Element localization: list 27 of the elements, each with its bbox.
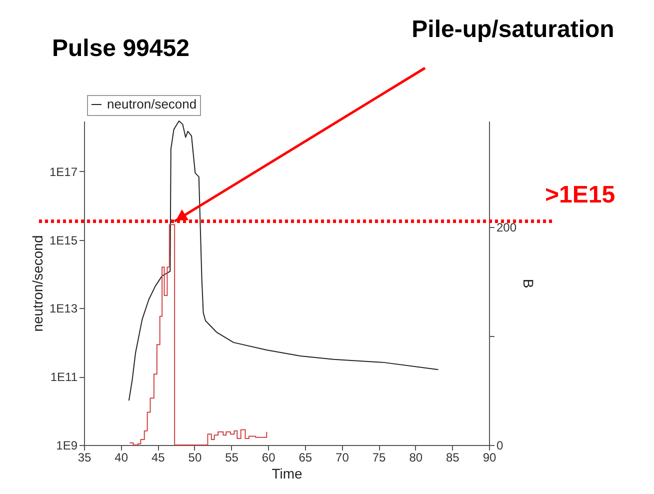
x-tick-label: 55 [225,450,239,464]
x-tick-label: 60 [262,450,276,464]
x-tick-label: 70 [336,450,350,464]
line-series [128,120,439,402]
x-tick-label: 50 [188,450,202,464]
y2-tick-label: 200 [496,220,517,234]
y-tick-label: 1E15 [49,233,78,248]
chart-title: Pulse 99452 [52,35,190,62]
annotation: Pile-up/saturation [412,16,614,43]
y-tick-label: 1E11 [50,370,78,384]
x-tick-label: 75 [372,450,386,464]
x-tick-label: 65 [298,450,312,464]
y-tick-label: 1E9 [56,438,78,452]
y2-tick-label: 0 [496,438,504,452]
x-tick-label: 90 [482,450,496,464]
x-tick-label: 85 [446,450,460,464]
y2-axis-title: B [520,278,537,288]
y-tick-label: 1E13 [49,302,78,316]
x-axis-title: Time [272,466,303,482]
x-tick-label: 80 [409,450,423,464]
x-tick-label: 45 [151,450,166,464]
legend-label: neutron/second [107,96,197,112]
x-tick-label: 40 [114,450,128,464]
ref-line-label: >1E15 [544,181,616,208]
x-tick-label: 35 [78,450,92,464]
y-tick-label: 1E17 [49,165,78,179]
y-axis-title: neutron/second [29,235,46,332]
